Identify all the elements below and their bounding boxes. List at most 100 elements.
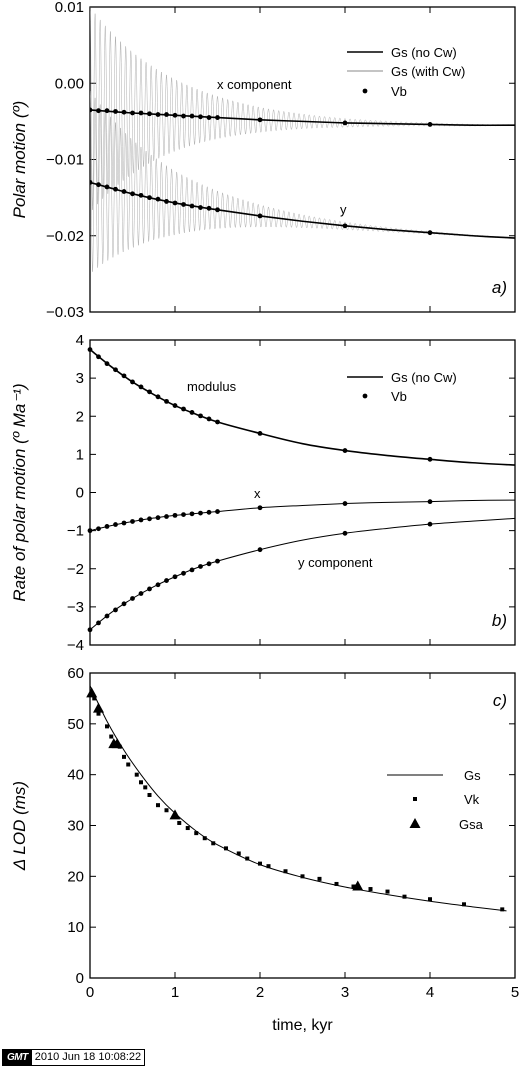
- vb-point: [121, 373, 127, 379]
- gs-with-cw-x-line: [90, 7, 515, 210]
- gsa-point: [169, 809, 181, 820]
- vk-point: [385, 889, 390, 894]
- legend-label: Gs (no Cw): [391, 370, 457, 385]
- legend-label: Gs (no Cw): [391, 45, 457, 60]
- vb-point: [342, 530, 348, 536]
- x-tick-label: 4: [426, 984, 434, 1001]
- vb-point: [113, 367, 118, 373]
- vk-point: [500, 907, 505, 912]
- vb-point: [138, 517, 144, 523]
- vb-point: [121, 520, 127, 526]
- y-tick-label: 0.01: [55, 0, 84, 16]
- vb-point: [164, 578, 169, 583]
- vb-point: [206, 115, 212, 120]
- vk-point: [317, 876, 322, 881]
- x-tick-label: 2: [256, 984, 264, 1001]
- y-tick-label: 0: [76, 485, 84, 502]
- plot-frame: [89, 672, 516, 979]
- vb-point: [113, 186, 118, 192]
- gsa-point: [352, 880, 364, 891]
- y-tick-label: −0.03: [46, 304, 84, 321]
- plot-area: [90, 7, 515, 272]
- legend-marker-vb: [362, 393, 368, 399]
- vb-point: [427, 499, 433, 505]
- y-tick-label: 4: [76, 332, 84, 349]
- vk-point: [351, 884, 356, 889]
- vb-point: [257, 505, 263, 511]
- vb-point: [172, 403, 178, 408]
- vk-point: [122, 754, 126, 759]
- vb-point: [147, 516, 152, 522]
- vb-point: [206, 509, 212, 515]
- vk-point: [368, 887, 373, 892]
- gs-no-cw-x-line: [90, 109, 515, 127]
- vb-point: [113, 522, 118, 527]
- vb-point: [189, 203, 195, 209]
- vb-point: [138, 591, 144, 596]
- legend-label: Gsa: [459, 817, 484, 832]
- vb-point: [427, 521, 433, 527]
- gs-line: [89, 685, 507, 912]
- vk-point: [245, 856, 250, 861]
- annotation-y: y: [340, 202, 347, 217]
- y-tick-label: −0.02: [46, 228, 84, 245]
- vb-point: [164, 112, 169, 117]
- y-tick-label: 30: [67, 818, 84, 835]
- vb-point: [215, 509, 220, 514]
- vb-point: [90, 107, 93, 113]
- legend: Gs (no Cw) Vb: [347, 370, 457, 404]
- vb-point: [164, 199, 169, 204]
- y-tick-label: −1: [67, 523, 84, 540]
- vb-point: [130, 519, 135, 524]
- vk-point: [134, 772, 139, 777]
- gsa-point: [86, 687, 98, 698]
- gs-no-cw-x-line: [89, 499, 516, 532]
- vb-point: [198, 114, 203, 120]
- vb-point: [96, 526, 101, 532]
- gs-no-cw-modulus-line: [89, 348, 516, 466]
- vb-point: [189, 410, 195, 415]
- vb-point: [215, 115, 220, 120]
- panel-a: 0.01 0.00 −0.01 −0.02 −0.03 Polar motion (º) a…: [10, 0, 516, 321]
- vb-point: [87, 347, 93, 352]
- vk-point: [156, 803, 160, 808]
- vb-point: [206, 205, 212, 211]
- vk-point: [211, 841, 216, 846]
- vk-point: [96, 711, 101, 716]
- vb-point: [121, 109, 127, 115]
- vb-point: [198, 413, 203, 419]
- vb-point: [155, 515, 161, 521]
- y-axis-label: Δ LOD (ms): [10, 781, 29, 871]
- vb-point: [130, 191, 135, 197]
- vb-point: [172, 512, 178, 518]
- panel-b: 4 3 2 1 0 −1 −2 −3 −4 Rate of polar motion (º Ma⁻…: [10, 332, 516, 654]
- y-tick-label: 3: [76, 370, 84, 387]
- y-tick-label: 1: [76, 446, 84, 463]
- vb-point: [130, 379, 135, 385]
- vb-point: [198, 205, 203, 210]
- gmt-logo: GMT: [3, 1050, 32, 1065]
- legend-label: Gs (with Cw): [391, 64, 465, 79]
- annotation-y-component: y component: [298, 555, 373, 570]
- legend: Gs Vk Gsa: [387, 768, 484, 832]
- y-axis-label: Rate of polar motion (º Ma⁻¹): [10, 383, 29, 601]
- vb-point: [104, 184, 110, 190]
- vb-point: [147, 111, 152, 117]
- legend-marker-vb: [362, 88, 368, 94]
- legend-label: Vb: [391, 84, 407, 99]
- vb-point: [342, 501, 348, 506]
- y-tick-label: 50: [67, 716, 84, 733]
- vb-point: [189, 113, 195, 119]
- gs-no-cw-y-component-line: [89, 517, 516, 631]
- y-tick-label: −2: [67, 561, 84, 578]
- legend-label: Gs: [464, 768, 481, 783]
- vk-point: [266, 864, 271, 869]
- annotation-x-component: x component: [217, 77, 292, 92]
- vb-point: [181, 406, 186, 412]
- gsa-point: [111, 738, 123, 749]
- x-tick-label: 5: [511, 984, 519, 1001]
- vb-point: [172, 574, 178, 580]
- vk-point: [147, 793, 152, 797]
- vk-point: [143, 785, 148, 790]
